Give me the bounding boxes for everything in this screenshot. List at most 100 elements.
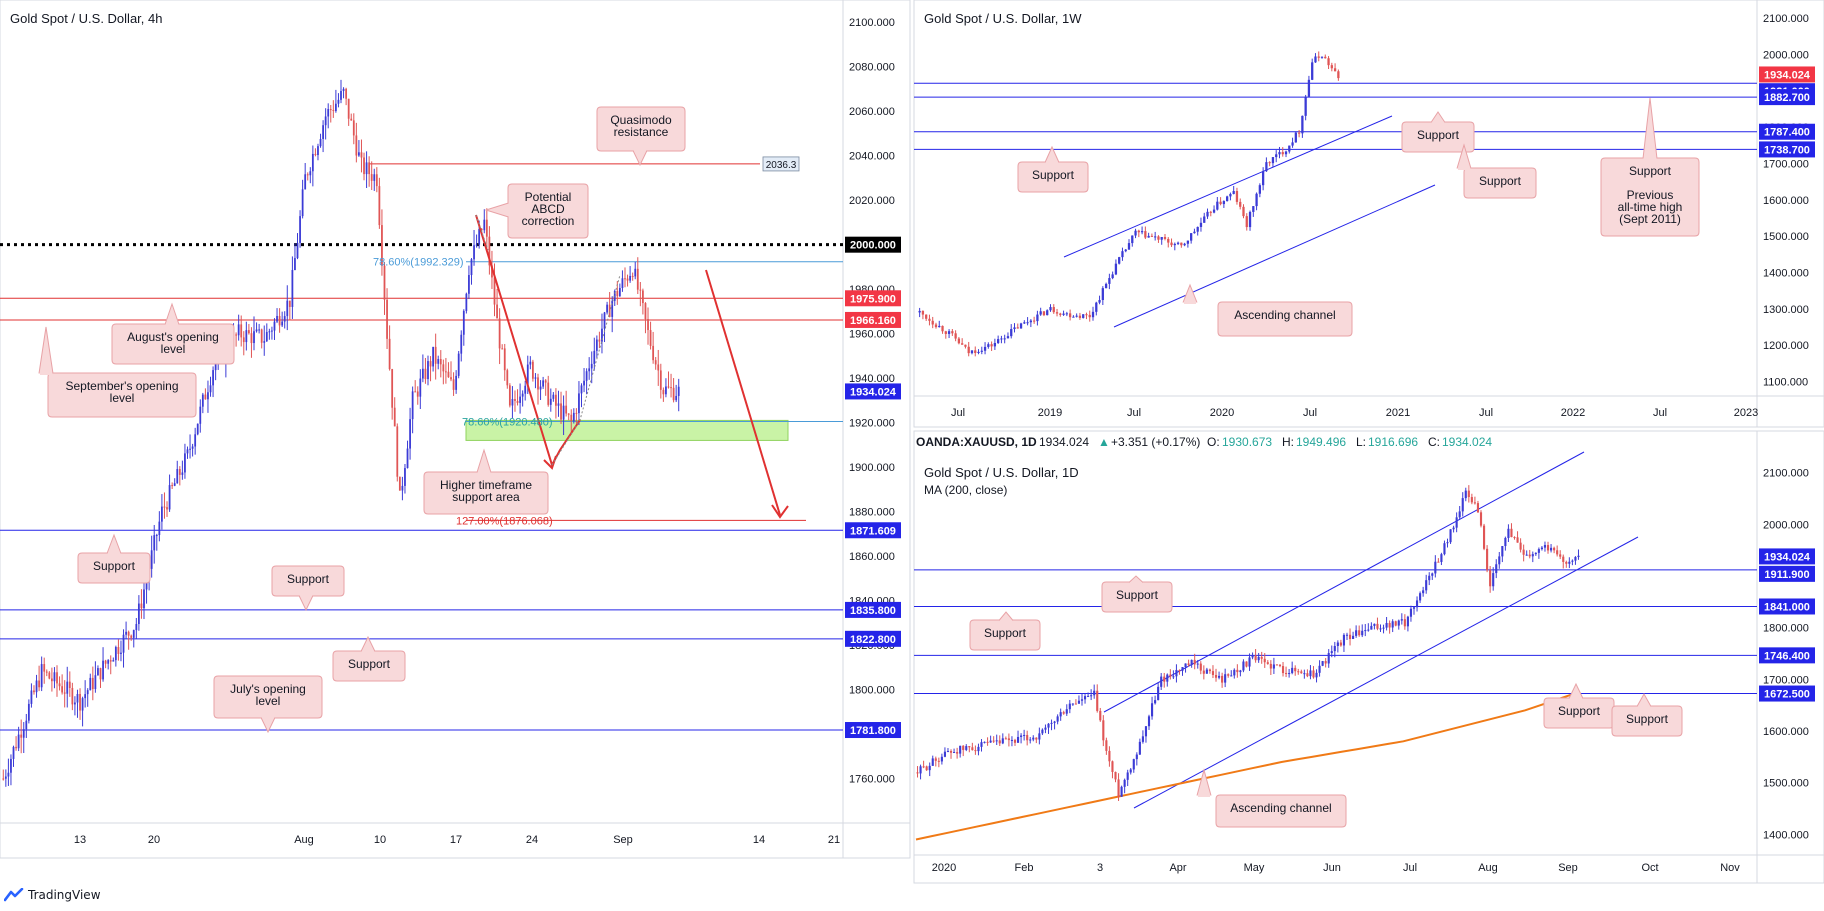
candle-body bbox=[1330, 65, 1333, 69]
ascending-channel-lower bbox=[1133, 536, 1639, 809]
ohlc-change: +3.351 (+0.17%) bbox=[1111, 435, 1200, 449]
candle-body bbox=[1169, 674, 1172, 677]
candle-body bbox=[22, 729, 25, 738]
candle-body bbox=[288, 300, 291, 307]
candle-body bbox=[1144, 726, 1148, 737]
candle-body bbox=[176, 469, 179, 484]
level-price-tag: 1871.609 bbox=[850, 525, 896, 537]
candle-body bbox=[1221, 675, 1224, 683]
candle-body bbox=[647, 319, 649, 331]
candle-body bbox=[135, 624, 138, 631]
candle-body bbox=[271, 330, 273, 332]
candle-body bbox=[1187, 663, 1190, 666]
candle-body bbox=[549, 398, 552, 405]
callout-pointer bbox=[1196, 768, 1212, 796]
quasimodo-tag: 2036.3 bbox=[766, 160, 797, 171]
candle-body bbox=[1364, 630, 1367, 632]
candle-body bbox=[127, 631, 130, 636]
candle-body bbox=[934, 758, 937, 761]
candle-body bbox=[419, 378, 422, 397]
chart-panel-1w[interactable]: 1100.000 1200.000 1300.000 1400.000 1500.000… bbox=[914, 13, 1815, 419]
candle-body bbox=[421, 368, 424, 379]
fib-label: 127.00%(1876.068) bbox=[456, 515, 553, 527]
candle-body bbox=[184, 453, 186, 473]
candle-body bbox=[240, 324, 243, 338]
callout-text: Ascending channel bbox=[1234, 308, 1335, 322]
candle-body bbox=[416, 391, 419, 397]
candle-body bbox=[998, 740, 1001, 744]
y-tick-label: 1760.000 bbox=[849, 774, 895, 786]
candle-body bbox=[166, 507, 168, 510]
level-price-tag-bg bbox=[845, 522, 901, 539]
candle-body bbox=[130, 635, 133, 638]
candle-body bbox=[79, 693, 81, 711]
candle-body bbox=[997, 339, 1000, 343]
level-price-tag-bg bbox=[845, 236, 901, 253]
candle-body bbox=[122, 634, 125, 653]
candle-body bbox=[944, 331, 947, 334]
candle-body bbox=[237, 324, 240, 336]
candle-body bbox=[150, 550, 153, 569]
candle-body bbox=[1388, 622, 1391, 628]
candle-body bbox=[1312, 670, 1315, 678]
candle-body bbox=[1032, 737, 1035, 740]
candle-body bbox=[1029, 320, 1033, 323]
candle-body bbox=[1342, 634, 1346, 646]
x-tick-label: Jul bbox=[1479, 407, 1493, 419]
candle-body bbox=[137, 603, 140, 625]
quasimodo-tag-bg bbox=[762, 156, 800, 172]
callout-box bbox=[213, 675, 323, 719]
candle-body bbox=[1400, 619, 1403, 621]
candle-body bbox=[1248, 657, 1251, 667]
callout-box bbox=[1401, 121, 1475, 153]
candle-body bbox=[937, 760, 940, 762]
candle-body bbox=[1129, 769, 1132, 773]
callout-box bbox=[1543, 697, 1615, 729]
level-price-tag: 1966.160 bbox=[850, 315, 896, 327]
candle-body bbox=[1144, 231, 1147, 238]
candle-body bbox=[1336, 642, 1339, 646]
ascending-channel-upper bbox=[1103, 451, 1585, 713]
y-tick-label: 1920.000 bbox=[849, 418, 895, 430]
candle-body bbox=[194, 434, 197, 447]
candle-body bbox=[365, 162, 368, 175]
callout-box bbox=[1017, 161, 1089, 193]
candle-body bbox=[1118, 257, 1121, 264]
chart-panel-4h[interactable]: 1760.0001780.0001800.0001820.0001840.000… bbox=[0, 17, 901, 846]
callout-pointer bbox=[106, 533, 122, 554]
candle-body bbox=[598, 339, 601, 342]
tradingview-branding[interactable]: TradingView bbox=[4, 888, 101, 902]
candle-body bbox=[53, 672, 56, 682]
x-tick-label: Oct bbox=[1641, 862, 1658, 874]
candle-body bbox=[1137, 230, 1140, 233]
candle-body bbox=[918, 310, 921, 313]
candle-body bbox=[396, 426, 399, 477]
candle-body bbox=[1473, 502, 1476, 504]
x-tick-label: 2019 bbox=[1038, 407, 1062, 419]
candle-body bbox=[201, 394, 204, 407]
candle-body bbox=[618, 288, 621, 297]
candle-body bbox=[636, 268, 639, 290]
candle-body bbox=[1049, 307, 1052, 311]
callout-box bbox=[111, 323, 235, 365]
candle-body bbox=[260, 329, 263, 343]
candle-body bbox=[1546, 545, 1550, 551]
candle-body bbox=[439, 359, 442, 365]
callout-pointer bbox=[1182, 283, 1198, 303]
candle-body bbox=[43, 664, 46, 672]
candle-body bbox=[1075, 315, 1078, 317]
candle-body bbox=[1235, 190, 1239, 202]
y-tick-label: 1500.000 bbox=[1763, 231, 1809, 243]
candle-body bbox=[1382, 627, 1385, 629]
candle-body bbox=[1443, 543, 1446, 555]
candle-body bbox=[1486, 548, 1489, 571]
x-tick-label: 2022 bbox=[1561, 407, 1585, 419]
candle-body bbox=[1288, 145, 1291, 152]
candle-body bbox=[1096, 690, 1099, 711]
candle-body bbox=[1026, 734, 1029, 741]
x-tick-label: 17 bbox=[450, 834, 462, 846]
candle-body bbox=[1266, 662, 1269, 664]
candle-body bbox=[1105, 740, 1108, 751]
chart-panel-1d[interactable]: 1400.000 1500.000 1600.000 1700.000 1800.000… bbox=[914, 451, 1815, 874]
candle-body bbox=[235, 334, 237, 336]
